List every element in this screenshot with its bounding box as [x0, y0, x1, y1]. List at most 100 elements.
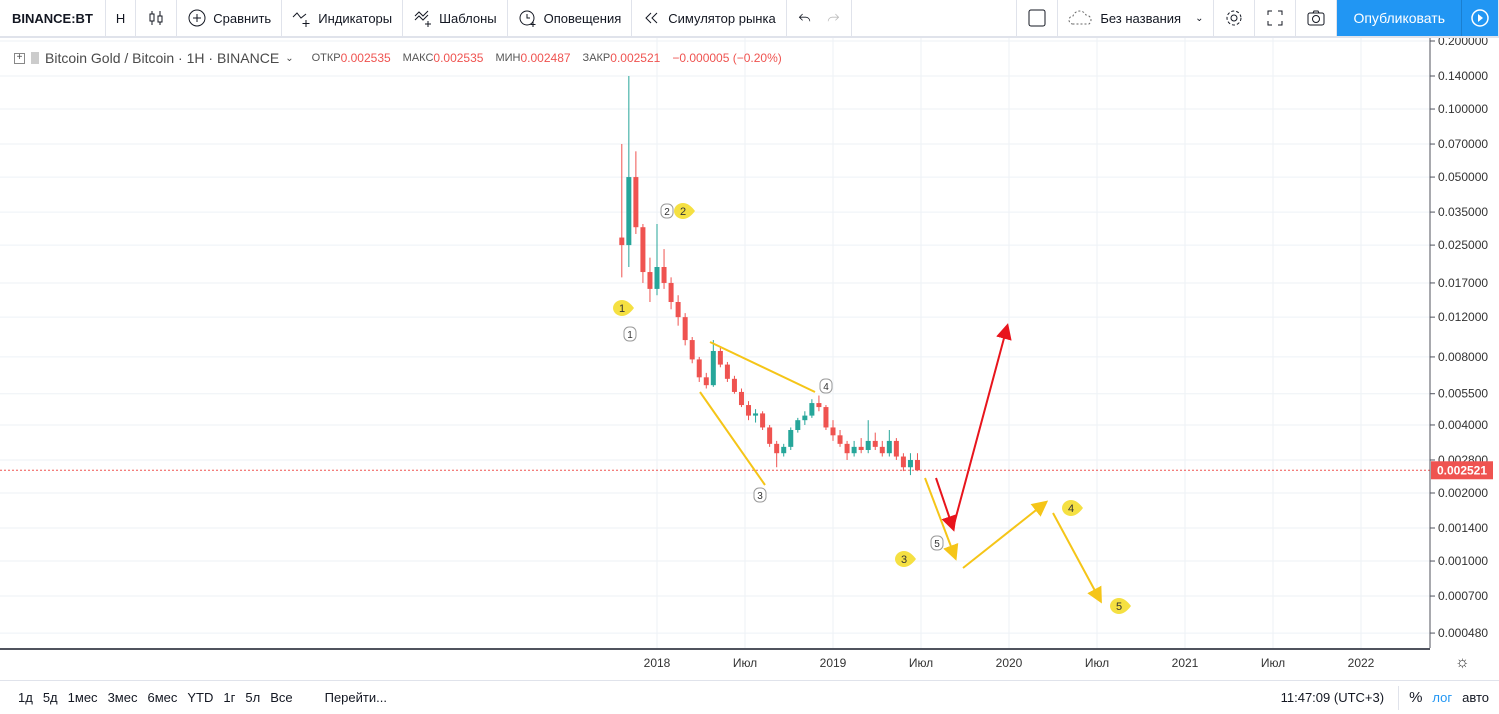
wave-drawings[interactable]	[699, 323, 1102, 604]
expand-icon[interactable]: +	[14, 52, 25, 64]
replay-label: Симулятор рынка	[668, 10, 776, 26]
candle-body	[851, 446, 857, 454]
range-button[interactable]: 6мес	[147, 690, 178, 705]
candle-body	[661, 267, 667, 283]
wave-bubble-label[interactable]: 2	[674, 203, 695, 219]
candles-icon	[149, 11, 163, 25]
candle	[823, 405, 829, 431]
wave-circle-label[interactable]: 2	[660, 203, 674, 219]
fullscreen-icon	[1267, 10, 1283, 26]
candle-body	[893, 440, 899, 457]
wave-arrow[interactable]	[1052, 512, 1102, 604]
candle	[781, 443, 787, 457]
chevron-down-icon[interactable]: ⌄	[285, 52, 294, 64]
compare-label: Сравнить	[213, 10, 272, 26]
open-label: ОТКР	[311, 52, 341, 64]
compare-button[interactable]: Сравнить	[177, 0, 283, 36]
y-tick-label: 0.035000	[1438, 205, 1488, 219]
candle-body	[647, 272, 653, 289]
log-toggle[interactable]: лог	[1432, 690, 1453, 705]
wave-bubble-label[interactable]: 3	[895, 551, 916, 567]
candle-body	[837, 435, 843, 444]
indicators-button[interactable]: Индикаторы	[282, 0, 404, 36]
wave-circle-label[interactable]: 1	[623, 326, 637, 342]
red-arrow-down[interactable]	[935, 477, 957, 532]
play-circle-icon	[1471, 9, 1489, 27]
play-button[interactable]	[1462, 0, 1499, 36]
wave-bubble-label[interactable]: 5	[1110, 598, 1131, 614]
wave-circle-label[interactable]: 5	[930, 535, 944, 551]
axis-settings-icon[interactable]: ☼	[1455, 654, 1470, 671]
clock: 11:47:09 (UTC+3)	[1280, 690, 1385, 705]
y-tick-label: 0.050000	[1438, 170, 1488, 184]
price-chart[interactable]: 2 1 4 3 5 2 1 4 3 5 0.200000 0.140000 0.100000 0.070…	[0, 38, 1499, 648]
range-button[interactable]: 1г	[223, 690, 236, 705]
layout-name-button[interactable]: Без названия ⌄	[1058, 0, 1215, 36]
x-tick-label: Июл	[1084, 656, 1110, 670]
candle	[619, 144, 625, 278]
templates-button[interactable]: Шаблоны	[403, 0, 508, 36]
candle	[844, 440, 850, 460]
candle	[795, 417, 801, 433]
candle	[837, 430, 843, 447]
wave-line[interactable]	[709, 341, 816, 393]
goto-button[interactable]: Перейти...	[324, 690, 387, 705]
chart-type-button[interactable]	[136, 0, 178, 36]
interval-button[interactable]: H	[106, 0, 137, 36]
candle-body	[689, 340, 695, 360]
range-button[interactable]: 3мес	[107, 690, 138, 705]
chart-legend: + Bitcoin Gold / Bitcoin · 1H · BINANCE …	[14, 50, 788, 66]
grid	[0, 38, 1430, 648]
time-axis[interactable]: 2018 Июл 2019 Июл 2020 Июл 2021 Июл 2022	[0, 648, 1430, 680]
red-arrow-up[interactable]	[952, 323, 1012, 529]
settings-button[interactable]	[1214, 0, 1256, 36]
wave-arrow[interactable]	[924, 477, 959, 561]
candles	[619, 76, 920, 476]
wave-bubble-label[interactable]: 1	[613, 300, 634, 316]
wave-number: 2	[664, 207, 670, 218]
fullscreen-button[interactable]	[1255, 0, 1297, 36]
alerts-label: Оповещения	[543, 10, 622, 26]
series-title[interactable]: Bitcoin Gold / Bitcoin · 1H · BINANCE	[45, 50, 280, 66]
candle-body	[717, 350, 723, 365]
snapshot-button[interactable]	[1296, 0, 1338, 36]
alerts-button[interactable]: Оповещения	[508, 0, 633, 36]
wave-number: 1	[619, 303, 625, 315]
publish-button[interactable]: Опубликовать	[1337, 0, 1462, 36]
wave-bubble-label[interactable]: 4	[1062, 500, 1083, 516]
wave-number: 4	[823, 382, 829, 393]
symbol-flag-icon	[31, 52, 39, 64]
range-button[interactable]: YTD	[187, 690, 214, 705]
candle-body	[753, 413, 759, 416]
wave-circle-label[interactable]: 3	[753, 487, 767, 503]
low-value: 0.002487	[520, 51, 571, 65]
wave-arrow[interactable]	[962, 500, 1049, 569]
candle-body	[802, 415, 808, 421]
symbol-search[interactable]: BINANCE:BT	[0, 0, 106, 36]
wave-number: 4	[1068, 503, 1074, 515]
bottom-bar: 1д 5д 1мес 3мес 6мес YTD 1г 5л Все Перейти... 11:4…	[0, 680, 1499, 714]
price-axis[interactable]: 0.200000 0.140000 0.100000 0.070000 0.050000…	[1430, 38, 1488, 640]
layout-toggle-button[interactable]	[1016, 0, 1059, 36]
candle	[647, 257, 653, 303]
last-price-label: 0.002521	[1431, 461, 1493, 480]
candle-body	[640, 227, 646, 273]
candle-body	[731, 378, 737, 392]
replay-button[interactable]: Симулятор рынка	[632, 0, 787, 36]
range-button[interactable]: 5д	[42, 690, 58, 705]
redo-icon[interactable]	[825, 8, 841, 28]
undo-icon[interactable]	[797, 8, 813, 28]
range-button[interactable]: 5л	[245, 690, 261, 705]
wave-circle-label[interactable]: 4	[819, 378, 833, 394]
candle-body	[682, 317, 688, 341]
percent-toggle[interactable]: %	[1409, 689, 1423, 706]
wave-line[interactable]	[699, 391, 766, 486]
camera-icon	[1307, 10, 1325, 26]
candle	[767, 424, 773, 447]
candle	[717, 347, 723, 368]
range-button[interactable]: Все	[270, 690, 293, 705]
close-label: ЗАКР	[582, 52, 611, 64]
auto-toggle[interactable]: авто	[1462, 690, 1489, 705]
range-button[interactable]: 1мес	[67, 690, 98, 705]
range-button[interactable]: 1д	[18, 690, 33, 705]
